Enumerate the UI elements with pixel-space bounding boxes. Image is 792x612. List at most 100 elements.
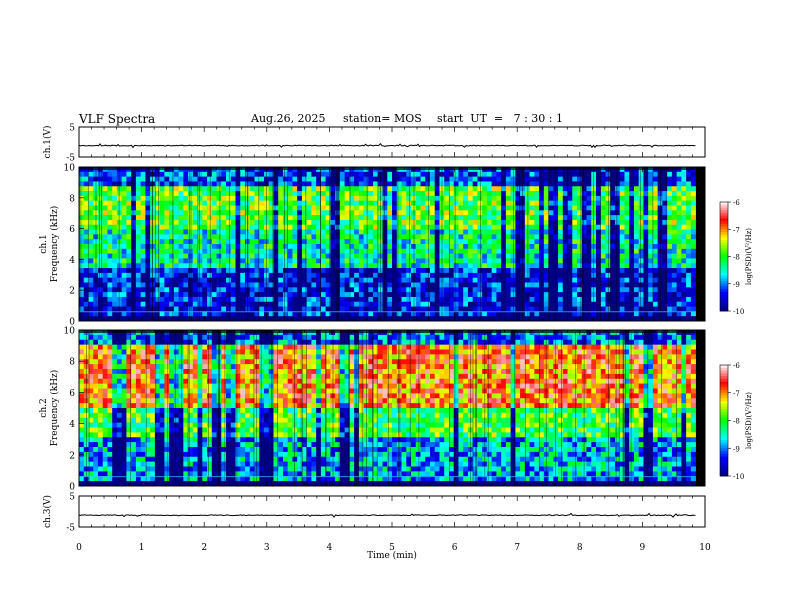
ch1-spectrogram-cell — [112, 219, 118, 226]
ch2-spectrogram-cell — [178, 364, 184, 370]
ch1-spectrogram-cell — [126, 210, 132, 216]
ch1-spectrogram-cell — [491, 306, 497, 312]
ch1-spectrogram-cell — [396, 210, 402, 216]
ch2-spectrogram-cell — [178, 471, 184, 477]
ch2-spectrogram-cell — [79, 369, 85, 375]
ch1-spectrogram-cell — [482, 277, 488, 283]
ch1-spectrogram-cell — [605, 268, 611, 274]
ch1-spectrogram-cell — [325, 191, 331, 197]
ch1-spectrogram-cell — [97, 311, 104, 317]
ch1-spectrogram-cell — [401, 263, 407, 269]
ch2-spectrogram-cell — [140, 408, 146, 414]
ch1-spectrogram-cell — [396, 258, 402, 264]
ch1-spectrogram-cell — [197, 296, 203, 303]
ch1-spectrogram-cell — [226, 316, 232, 322]
ch2-spectrogram-cell — [164, 466, 170, 472]
ch2-spectrogram-cell — [150, 427, 156, 433]
ch2-spectrogram-cell — [145, 447, 151, 453]
ch1-spectrogram-cell — [515, 287, 521, 293]
ch1-spectrogram-cell — [344, 296, 350, 303]
ch1-spectrogram-cell — [287, 171, 293, 177]
ch2-spectrogram-cell — [135, 334, 141, 341]
ch1-spectrogram-cell — [406, 296, 412, 303]
ch1-spectrogram-cell — [79, 224, 85, 230]
ch1-spectrogram-cell — [292, 234, 298, 240]
ch1-spectrogram-cell — [624, 287, 630, 293]
ch1-spectrogram-cell — [652, 244, 658, 250]
ch1-spectrogram-cell — [600, 311, 606, 317]
ch1-spectrogram-colorbar-swatch — [720, 281, 728, 285]
ch1-spectrogram-cell — [472, 219, 478, 226]
ch1-spectrogram-cell — [633, 215, 639, 221]
ch1-spectrogram-cell — [648, 210, 654, 216]
ch1-spectrogram-cell — [501, 244, 507, 250]
ch1-spectrogram-cell — [339, 195, 345, 201]
ch1-spectrogram-cell — [463, 181, 469, 187]
ch1-spectrogram-cell — [183, 229, 189, 235]
ch1-spectrogram-cell — [292, 253, 298, 259]
ch2-spectrogram-cell — [79, 476, 85, 482]
ch1-spectrogram-cell — [448, 176, 455, 182]
ch1-spectrogram-cell — [159, 195, 165, 201]
ch1-spectrogram-cell — [382, 200, 388, 206]
ch1-spectrogram-cell — [572, 195, 578, 201]
ch1-spectrogram-cell — [690, 200, 696, 206]
ch1-spectrogram-cell — [411, 272, 417, 278]
ch1-spectrogram-cell — [287, 219, 293, 226]
ch1-spectrogram-cell — [392, 272, 398, 278]
ch2-spectrogram-cell — [173, 481, 179, 487]
ch1-spectrogram-cell — [211, 316, 217, 322]
ch2-spectrogram-cell — [164, 393, 170, 399]
ch2-spectrogram-cell — [135, 349, 141, 355]
ch1-spectrogram-cell — [420, 181, 426, 187]
ch1-spectrogram-cell — [453, 292, 459, 298]
ch1-spectrogram-cell — [586, 244, 592, 250]
ch1-spectrogram-cell — [311, 268, 317, 274]
ch1-spectrogram-cell — [543, 234, 549, 240]
ch1-spectrogram-cell — [453, 181, 459, 187]
ch2-spectrogram-cell — [150, 422, 156, 428]
ch1-spectrogram-cell — [287, 205, 293, 211]
ch1-spectrogram-cell — [686, 181, 692, 187]
ch1-spectrogram-cell — [368, 277, 374, 283]
ch1-spectrogram-cell — [482, 239, 488, 245]
ch1-spectrogram-cell — [297, 316, 303, 322]
ch1-spectrogram-cell — [79, 205, 85, 211]
ch1-spectrogram-cell — [173, 200, 179, 206]
ch1-spectrogram-cell — [373, 277, 379, 283]
ch1-spectrogram-cell — [192, 205, 198, 211]
ch1-spectrogram-cell — [444, 253, 450, 259]
ch1-spectrogram-cell — [287, 253, 293, 259]
ch1-spectrogram-cell — [572, 224, 578, 230]
ch1-spectrogram-cell — [477, 268, 483, 274]
ch2-spectrogram-cell — [102, 471, 108, 477]
ch1-spectrogram-cell — [605, 282, 611, 288]
ch1-spectrogram-cell — [605, 253, 611, 259]
ch1-spectrogram-cell — [463, 195, 469, 201]
ch1-spectrogram-cell — [259, 205, 265, 211]
ch1-spectrogram-cell — [610, 210, 616, 216]
ch1-spectrogram-cell — [562, 277, 568, 283]
ch2-spectrogram-cell — [154, 349, 160, 355]
ch2-spectrogram-cell — [93, 432, 99, 438]
ch2-spectrogram-cell — [116, 408, 122, 414]
ch2-spectrogram-cell — [140, 393, 146, 399]
ch1-spectrogram-cell — [259, 244, 265, 250]
ch1-spectrogram-cell — [278, 306, 284, 312]
ch2-spectrogram-cell — [145, 339, 151, 345]
ch1-spectrogram-cell — [529, 195, 535, 201]
ch1-spectrogram-cell — [486, 287, 492, 293]
ch1-spectrogram-cell — [501, 176, 507, 182]
ch1-spectrogram-cell — [458, 239, 464, 245]
ch1-spectrogram-cell — [211, 301, 217, 307]
ch1-spectrogram-cell — [382, 268, 388, 274]
ch2-spectrogram-cell — [93, 437, 99, 443]
ch1-spectrogram-cell — [501, 171, 507, 177]
ch1-spectrogram-cell — [320, 181, 326, 187]
ch1-spectrogram-cell — [140, 176, 146, 182]
ch1-spectrogram-cell — [354, 205, 360, 211]
ch1-spectrogram-cell — [629, 263, 635, 269]
ch2-spectrogram-cell — [116, 349, 122, 355]
ch1-spectrogram-cell — [600, 316, 606, 322]
ch1-spectrogram-cell — [373, 296, 379, 303]
